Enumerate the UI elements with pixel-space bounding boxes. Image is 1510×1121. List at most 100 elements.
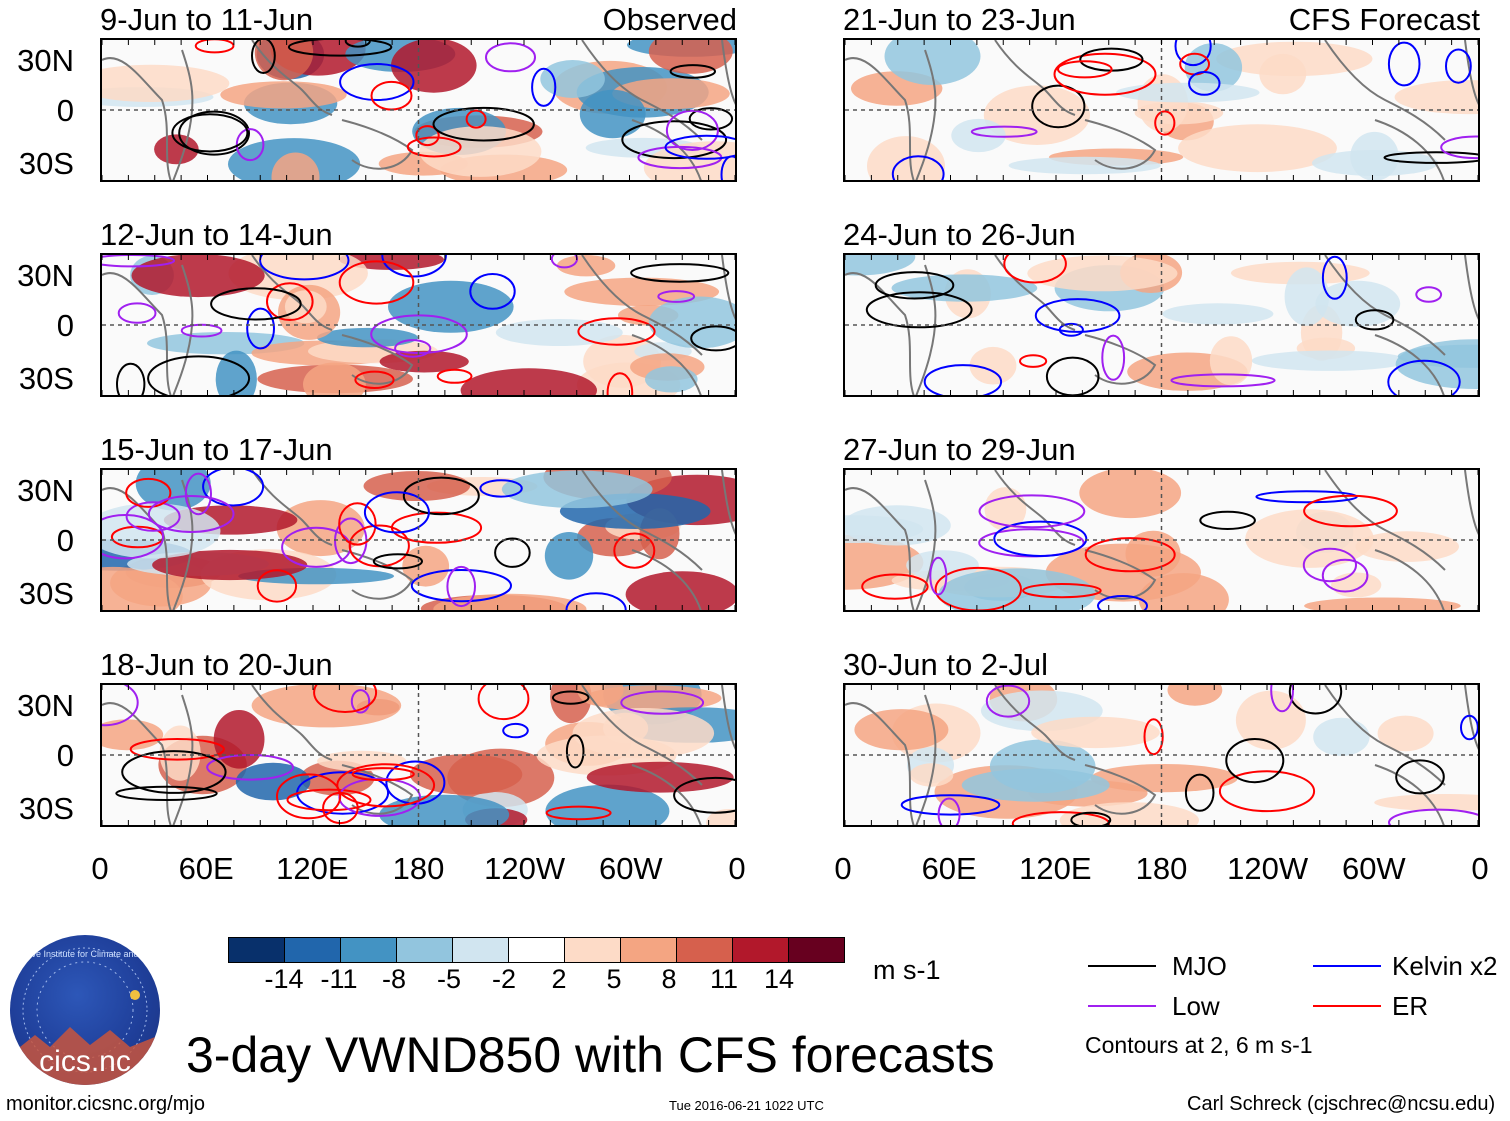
coastline <box>581 255 703 356</box>
wave-contour <box>465 109 487 129</box>
wave-contour <box>1154 110 1176 136</box>
coastline <box>721 685 735 750</box>
wave-contour <box>1302 547 1357 583</box>
coastline <box>581 40 703 141</box>
wave-contour <box>1174 40 1212 67</box>
logo-ring-text: Cooperative Institute for Climate and Sa… <box>10 949 160 959</box>
anomaly-shading <box>989 739 1096 794</box>
wave-contour <box>531 67 557 107</box>
anomaly-shading <box>891 274 1038 302</box>
anomaly-shading <box>845 505 951 546</box>
panel-title: 30-Jun to 2-Jul <box>843 647 1049 682</box>
lon-tick-label: 0 <box>834 851 852 886</box>
panel-title: 24-Jun to 26-Jun <box>843 217 1076 252</box>
coastline <box>994 40 1076 116</box>
anomaly-shading <box>1394 80 1478 115</box>
anomaly-shading <box>495 319 623 346</box>
coastline <box>341 334 414 385</box>
anomaly-shading <box>1079 470 1182 519</box>
wave-contour <box>551 690 590 705</box>
anomaly-shading <box>648 296 735 349</box>
anomaly-shading <box>251 685 402 728</box>
wave-contour <box>415 125 440 147</box>
colorbar <box>228 937 845 963</box>
wave-contour <box>344 40 371 48</box>
wave-contour <box>178 110 250 156</box>
anomaly-shading <box>884 40 981 85</box>
anomaly-shading <box>460 368 597 395</box>
legend-label-mjo: MJO <box>1172 951 1227 981</box>
legend-line-low <box>1088 1005 1156 1007</box>
coastline <box>102 272 172 395</box>
colorbar-swatch <box>565 938 621 962</box>
figure-title: 3-day VWND850 with CFS forecasts <box>186 1027 995 1083</box>
wave-contour <box>477 685 530 721</box>
wave-contour <box>385 760 446 805</box>
anomaly-shading <box>579 89 646 139</box>
anomaly-shading <box>1331 572 1382 598</box>
lon-tick-label: 120W <box>1227 851 1309 886</box>
wave-contour <box>432 106 535 142</box>
footer-author: Carl Schreck (cjschrec@ncsu.edu) <box>1187 1093 1496 1115</box>
wave-contour <box>978 494 1086 529</box>
anomaly-shading <box>1377 715 1434 752</box>
wave-contour <box>606 372 634 395</box>
wave-contour <box>446 565 477 608</box>
wave-contour <box>410 569 512 603</box>
anomaly-shading <box>316 327 418 348</box>
anomaly-shading <box>648 40 733 74</box>
wave-contour <box>206 754 295 781</box>
wave-contour <box>350 689 371 714</box>
legend-label-low: Low <box>1172 991 1220 1021</box>
wave-contour <box>313 685 378 713</box>
colorbar-label: -2 <box>491 964 516 994</box>
coastline <box>172 479 194 610</box>
colorbar-label: -14 <box>264 964 304 994</box>
panel-title: 12-Jun to 14-Jun <box>100 217 333 252</box>
anomaly-shading <box>501 470 653 509</box>
map-panel <box>843 683 1480 827</box>
wave-contour <box>1354 309 1395 331</box>
wave-contour <box>129 738 225 761</box>
anomaly-shading <box>1259 53 1307 95</box>
coastline <box>341 119 414 170</box>
panel-title: 9-Jun to 11-Jun <box>100 2 314 37</box>
wave-contour <box>1288 685 1343 715</box>
wave-contour <box>256 569 298 603</box>
wave-contour <box>102 255 176 268</box>
wave-contour <box>202 470 265 507</box>
legend-line-er <box>1313 1005 1381 1007</box>
wave-contour <box>620 690 705 715</box>
coastline <box>102 57 172 180</box>
wave-contour <box>381 255 447 278</box>
wave-contour <box>891 155 945 180</box>
anomaly-shading <box>1209 336 1253 386</box>
footer-url[interactable]: monitor.cicsnc.org/mjo <box>6 1093 205 1115</box>
lon-tick-label: 0 <box>91 851 109 886</box>
contours-note: Contours at 2, 6 m s-1 <box>1085 1032 1313 1058</box>
coastline <box>994 685 1076 761</box>
wave-contour <box>354 370 395 390</box>
wave-contour <box>565 592 627 610</box>
wave-contour <box>1053 52 1157 96</box>
wave-contour <box>390 511 483 544</box>
anomaly-shading <box>544 532 594 580</box>
anomaly-shading <box>102 64 230 102</box>
anomaly-shading <box>1134 101 1224 125</box>
coastline <box>845 487 915 610</box>
wave-contour <box>266 282 314 321</box>
wave-contour <box>1415 286 1443 303</box>
lat-tick-label: 0 <box>56 308 74 343</box>
colorbar-label: 8 <box>661 964 677 994</box>
wave-contour <box>985 685 1031 718</box>
wave-contour <box>286 788 372 812</box>
wave-contour <box>1387 359 1461 395</box>
coastline <box>251 255 333 331</box>
lon-tick-label: 120E <box>276 851 349 886</box>
coastline <box>581 685 703 786</box>
anomaly-shading <box>984 487 1027 531</box>
wave-contour <box>970 125 1038 138</box>
lat-tick-label: 0 <box>56 738 74 773</box>
wave-contour <box>394 339 432 358</box>
wave-contour <box>276 773 342 820</box>
